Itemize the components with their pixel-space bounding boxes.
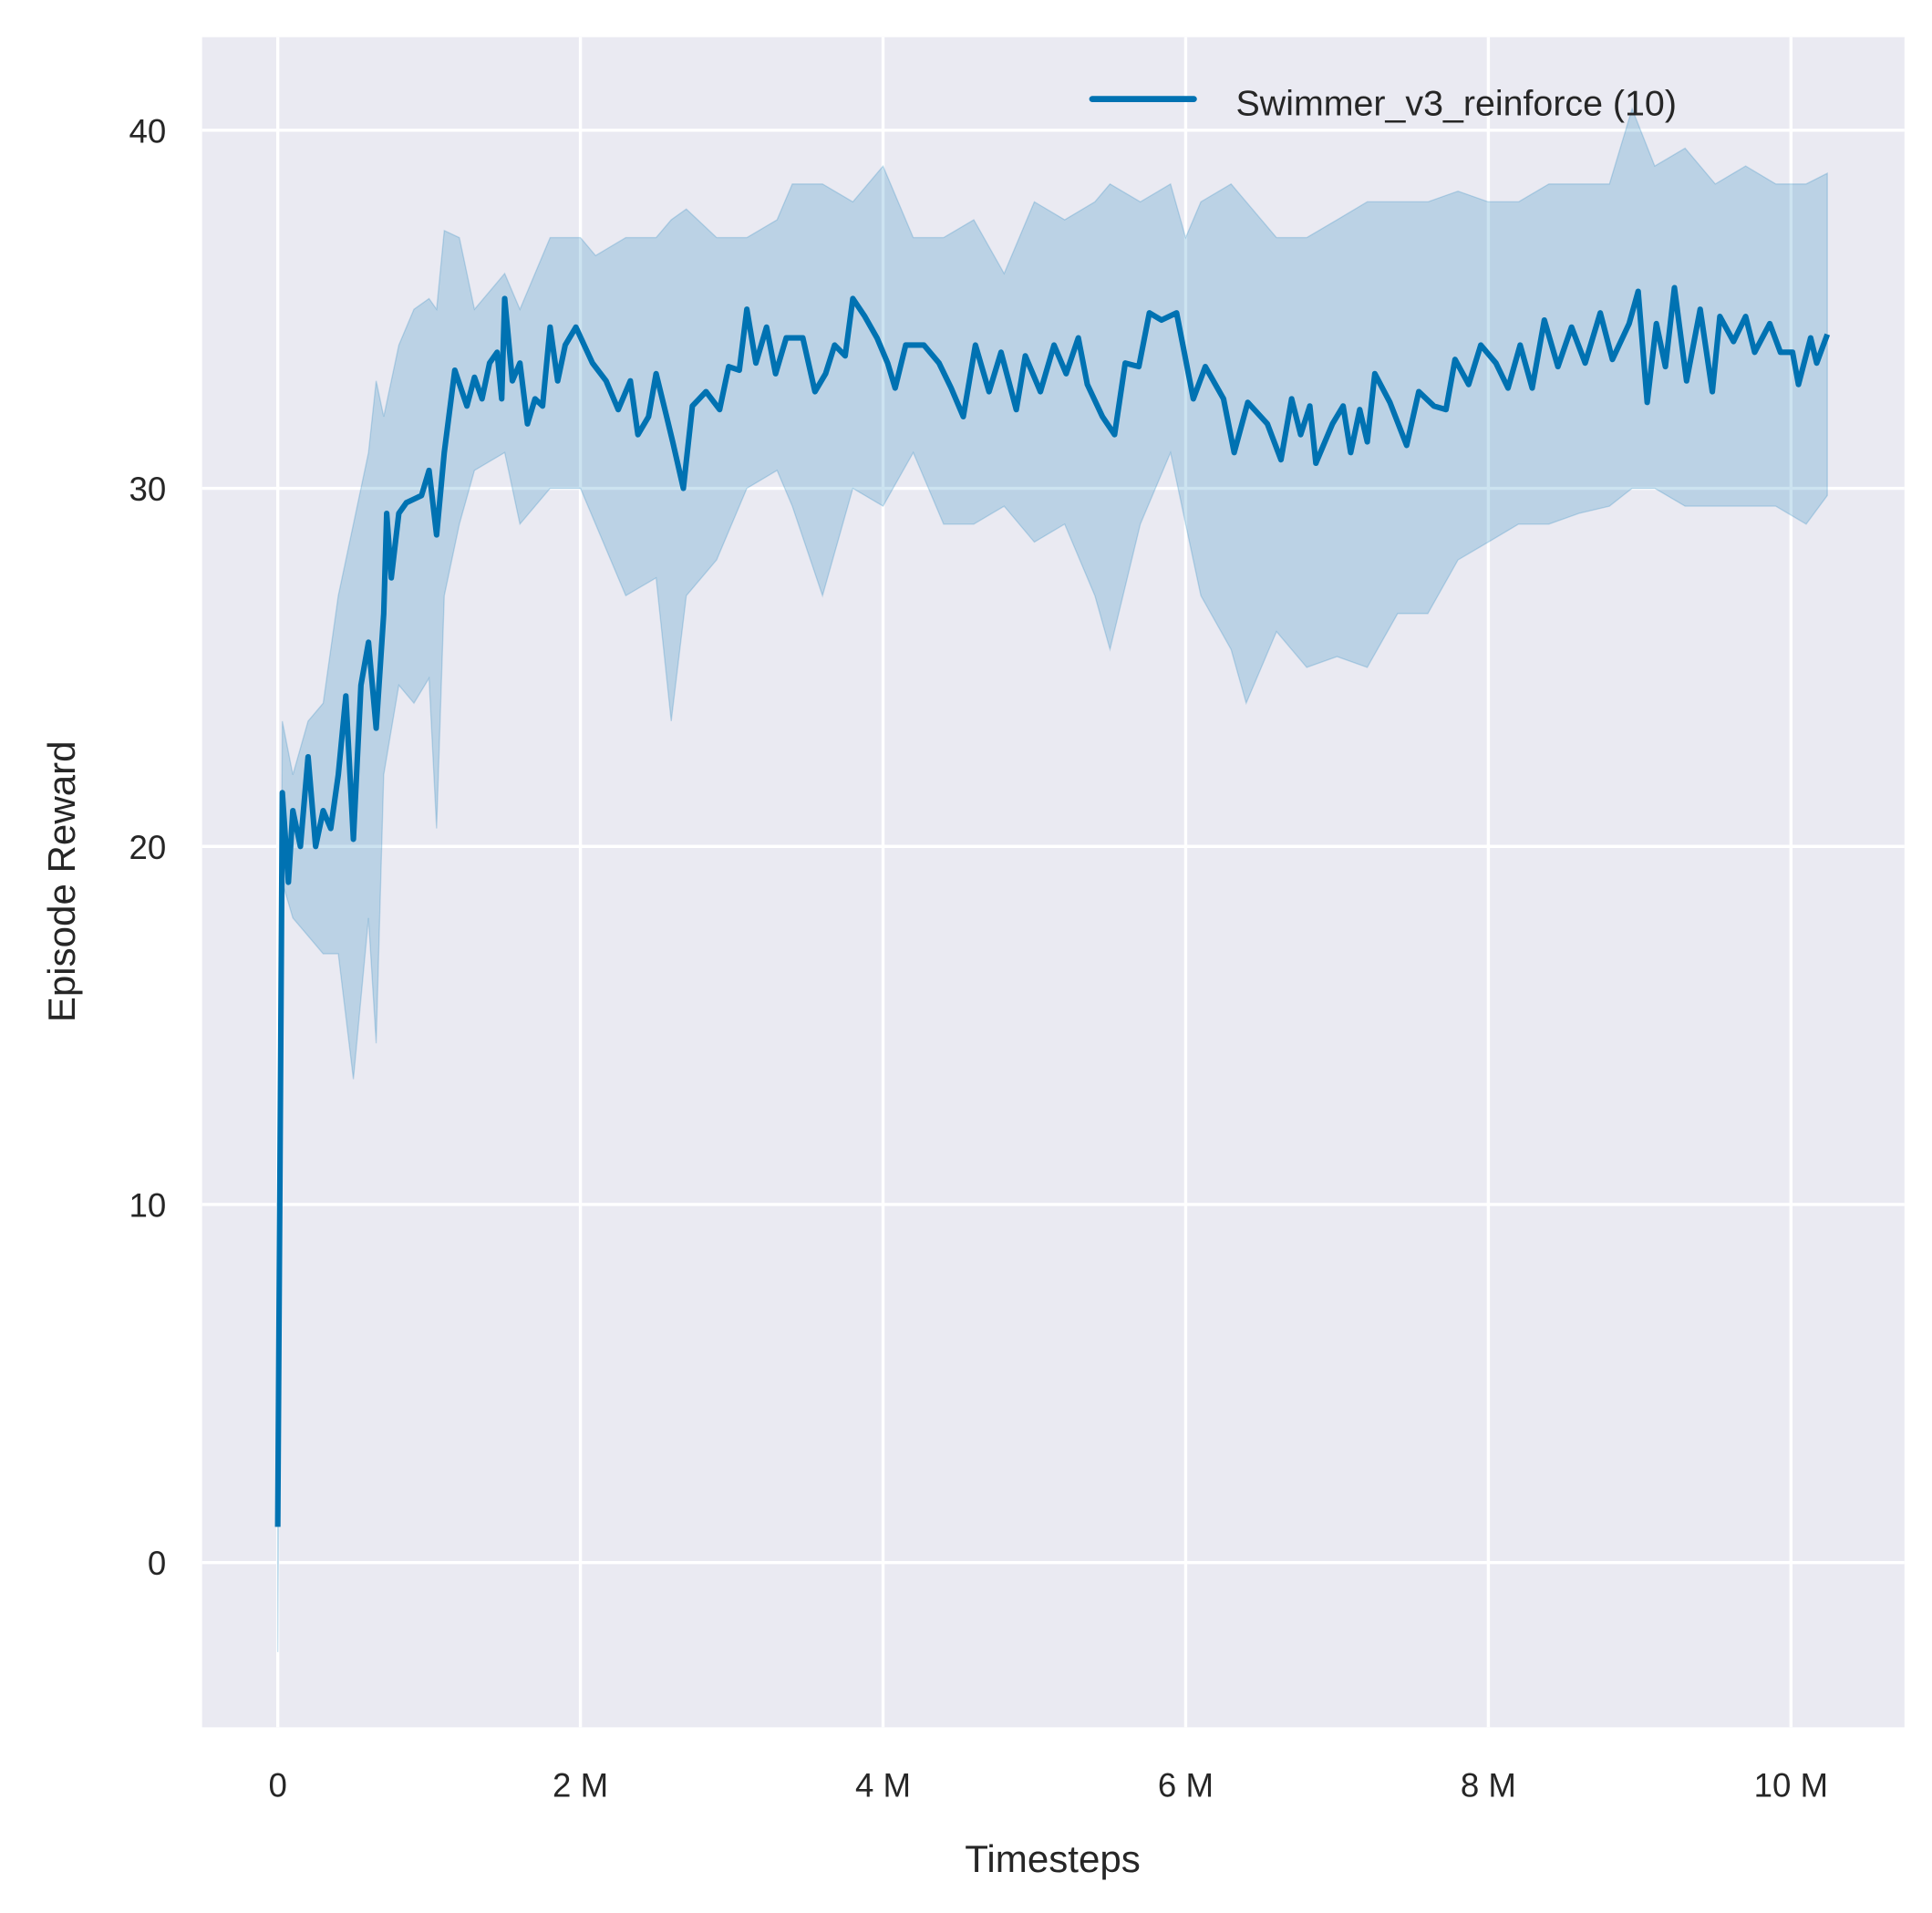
confidence-band bbox=[276, 107, 1828, 1652]
x-axis-label: Timesteps bbox=[965, 1837, 1141, 1880]
grid bbox=[201, 36, 1905, 1728]
series-line bbox=[274, 284, 1831, 1527]
x-tick-label: 2 M bbox=[553, 1766, 608, 1804]
series-lines bbox=[274, 284, 1831, 1527]
x-tick-label: 0 bbox=[268, 1766, 286, 1804]
y-tick-label: 30 bbox=[129, 470, 166, 508]
y-tick-label: 20 bbox=[129, 829, 166, 866]
y-tick-label: 0 bbox=[148, 1545, 166, 1582]
x-tick-label: 10 M bbox=[1754, 1766, 1828, 1804]
legend-label: Swimmer_v3_reinforce (10) bbox=[1236, 83, 1677, 123]
y-tick-labels: 0 10 20 30 40 bbox=[129, 112, 166, 1582]
x-tick-label: 4 M bbox=[855, 1766, 911, 1804]
y-tick-label: 10 bbox=[129, 1187, 166, 1225]
legend: Swimmer_v3_reinforce (10) bbox=[1089, 83, 1677, 123]
y-axis-label: Episode Reward bbox=[40, 740, 83, 1022]
x-tick-labels: 0 2 M 4 M 6 M 8 M 10 M bbox=[268, 1766, 1828, 1804]
y-tick-label: 40 bbox=[129, 112, 166, 150]
x-tick-label: 6 M bbox=[1158, 1766, 1214, 1804]
x-tick-label: 8 M bbox=[1461, 1766, 1516, 1804]
plot-background bbox=[201, 36, 1905, 1728]
confidence-band-area bbox=[276, 107, 1828, 1652]
